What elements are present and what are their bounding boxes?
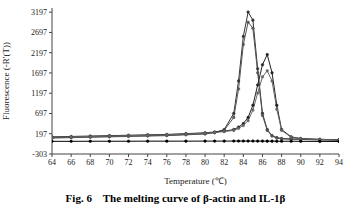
svg-text:-303: -303: [32, 150, 47, 159]
svg-text:64: 64: [48, 158, 56, 167]
svg-text:Temperature (℃): Temperature (℃): [164, 176, 227, 186]
svg-text:78: 78: [182, 158, 190, 167]
svg-text:84: 84: [239, 158, 247, 167]
svg-text:90: 90: [297, 158, 305, 167]
svg-text:Fluorescence (-R'(T)): Fluorescence (-R'(T)): [8, 42, 11, 120]
svg-text:74: 74: [144, 158, 152, 167]
svg-text:697: 697: [35, 109, 47, 118]
html-text:Fig. 6 The melting curve of β-: Fig. 6 The melting curve of β-actin and …: [65, 192, 286, 204]
svg-text:3197: 3197: [31, 8, 47, 17]
svg-text:70: 70: [105, 158, 113, 167]
svg-text:1197: 1197: [31, 89, 47, 98]
svg-text:82: 82: [220, 158, 228, 167]
svg-text:66: 66: [67, 158, 75, 167]
svg-text:72: 72: [125, 158, 133, 167]
svg-text:86: 86: [258, 158, 266, 167]
svg-text:2197: 2197: [31, 49, 47, 58]
svg-text:197: 197: [35, 130, 47, 139]
svg-text:68: 68: [86, 158, 94, 167]
svg-text:88: 88: [278, 158, 286, 167]
svg-text:80: 80: [201, 158, 209, 167]
svg-text:94: 94: [335, 158, 343, 167]
svg-text:76: 76: [163, 158, 171, 167]
svg-text:2697: 2697: [31, 28, 47, 37]
svg-text:92: 92: [316, 158, 324, 167]
svg-text:1697: 1697: [31, 69, 47, 78]
